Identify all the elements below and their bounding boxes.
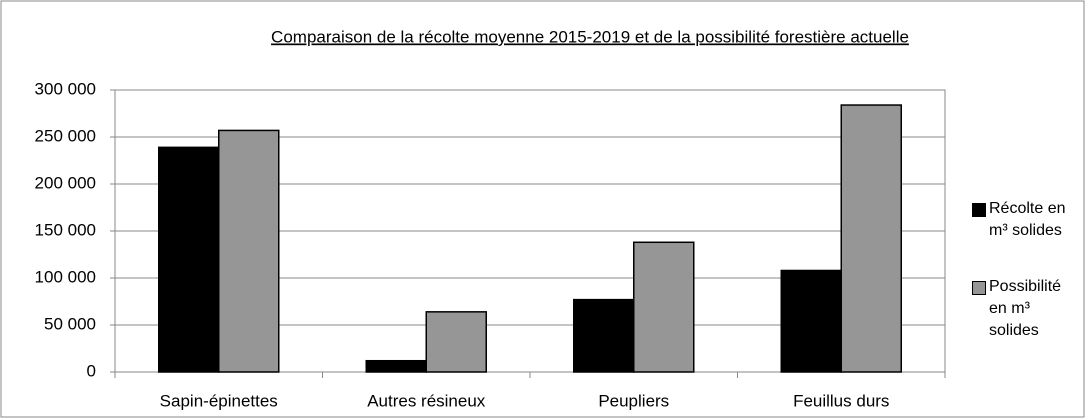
bar — [218, 129, 280, 373]
bar — [425, 311, 487, 373]
bar — [158, 146, 220, 373]
bar — [840, 104, 902, 373]
y-tick-label: 100 000 — [35, 267, 96, 286]
chart-title: Comparaison de la récolte moyenne 2015-2… — [271, 27, 909, 46]
x-tick-label: Peupliers — [598, 391, 669, 410]
bar — [633, 241, 695, 373]
legend-item: Possibilité en m³ solides — [972, 276, 1068, 342]
bar — [573, 298, 635, 373]
legend-item: Récolte en m³ solides — [972, 198, 1068, 242]
y-tick-label: 0 — [87, 361, 96, 380]
legend-label: Possibilité en m³ solides — [989, 278, 1062, 339]
bar — [780, 269, 842, 373]
bar — [365, 359, 427, 373]
y-tick-label: 50 000 — [44, 314, 96, 333]
x-tick-label: Sapin-épinettes — [160, 391, 278, 410]
legend-label: Récolte en m³ solides — [989, 200, 1066, 239]
y-tick-label: 250 000 — [35, 126, 96, 145]
x-tick-label: Feuillus durs — [793, 391, 889, 410]
y-tick-label: 200 000 — [35, 173, 96, 192]
y-tick-label: 300 000 — [35, 79, 96, 98]
legend-swatch — [972, 281, 986, 295]
y-tick-label: 150 000 — [35, 220, 96, 239]
x-tick-label: Autres résineux — [367, 391, 486, 410]
legend-swatch — [972, 203, 986, 217]
